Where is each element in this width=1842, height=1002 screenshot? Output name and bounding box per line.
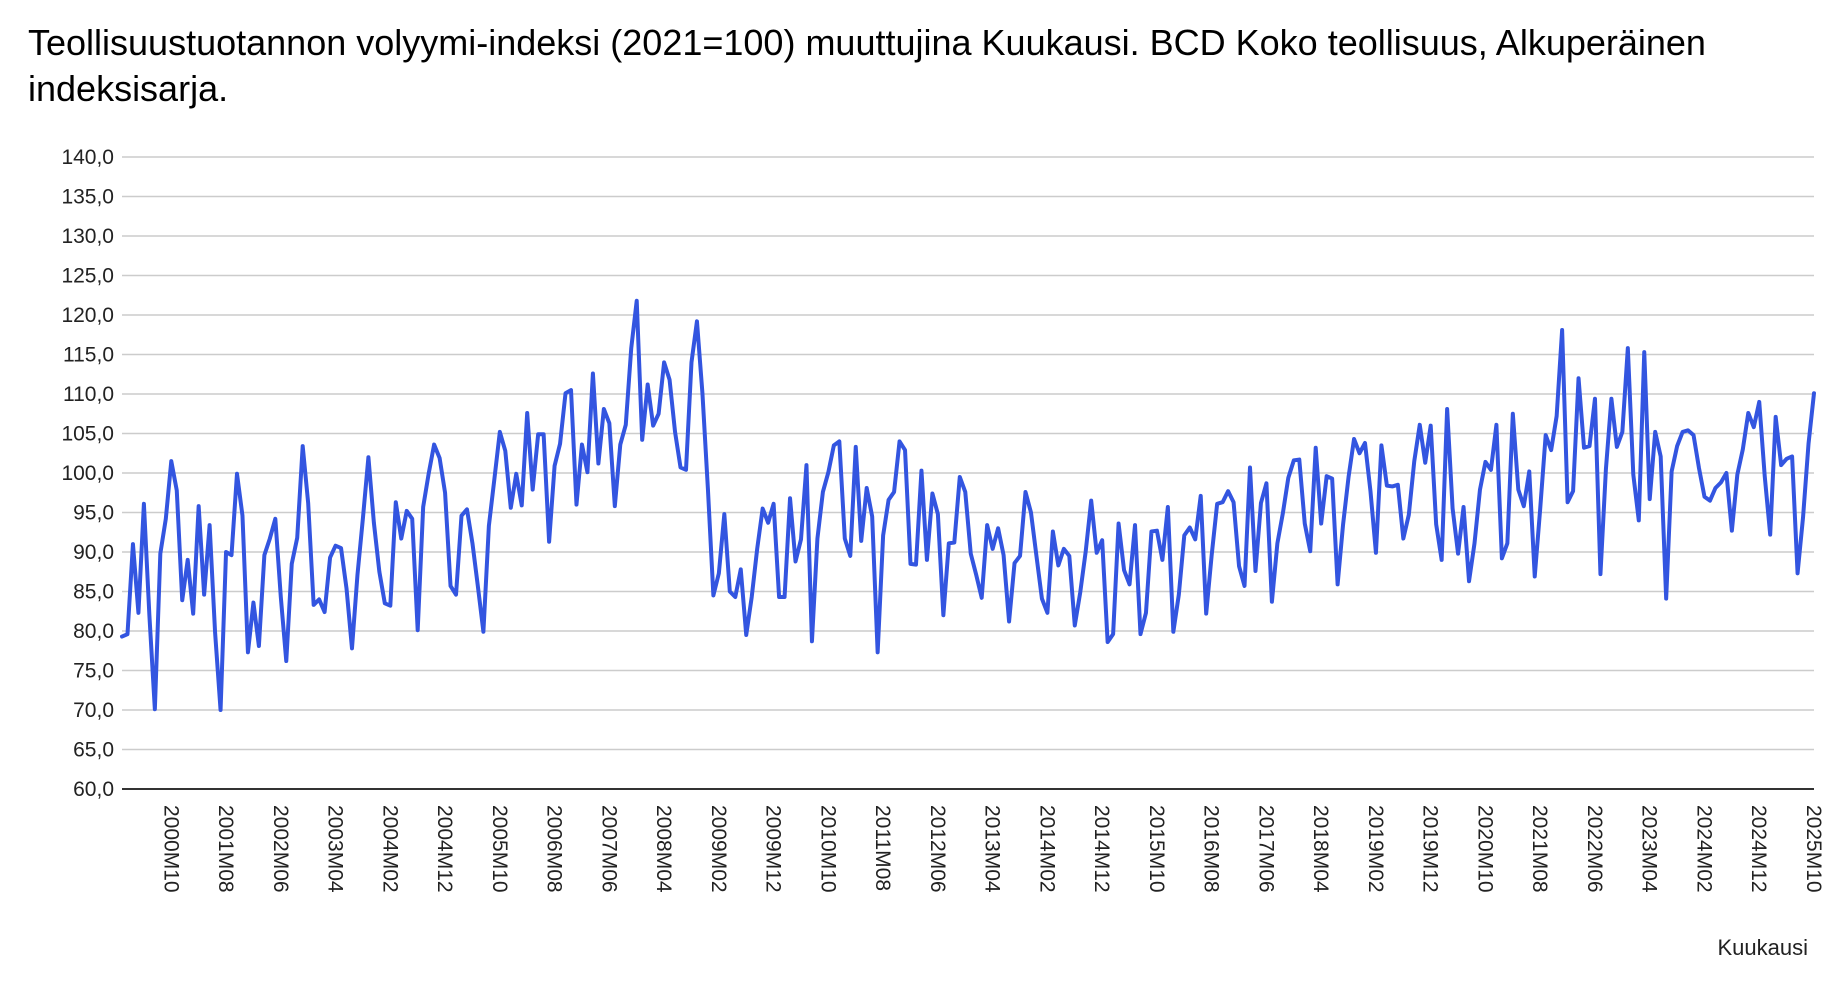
x-tick-label: 2003M04: [324, 805, 347, 893]
x-tick-label: 2022M06: [1583, 805, 1606, 893]
y-tick-label: 85,0: [73, 581, 114, 604]
y-tick-label: 140,0: [61, 146, 114, 169]
gridlines: [122, 156, 1814, 751]
x-tick-label: 2001M08: [214, 805, 237, 893]
x-axis-tick-labels: 2000M10 2001M08 2002M06 2003M04 2004M02 2004M…: [159, 805, 1825, 893]
y-tick-label: 65,0: [73, 739, 114, 762]
y-tick-label: 115,0: [63, 344, 114, 367]
x-tick-label: 2004M02: [378, 805, 401, 893]
x-tick-label: 2008M04: [652, 805, 675, 893]
x-tick-label: 2016M08: [1200, 805, 1223, 893]
y-tick-label: 100,0: [61, 462, 114, 485]
x-tick-label: 2024M12: [1747, 805, 1770, 893]
x-tick-label: 2019M02: [1364, 805, 1387, 893]
series-group: [120, 298, 1816, 712]
x-tick-label: 2024M02: [1693, 805, 1716, 893]
y-tick-label: 90,0: [73, 541, 114, 564]
x-tick-label: 2012M06: [926, 805, 949, 893]
y-tick-label: 95,0: [73, 502, 114, 525]
y-tick-label: 120,0: [61, 304, 114, 327]
y-tick-label: 110,0: [63, 383, 114, 406]
y-tick-label: 130,0: [61, 225, 114, 248]
y-tick-label: 125,0: [61, 265, 114, 288]
y-tick-label: 60,0: [73, 778, 114, 801]
x-tick-label: 2010M10: [816, 805, 839, 893]
x-tick-label: 2007M06: [597, 805, 620, 893]
x-tick-label: 2014M02: [1035, 805, 1058, 893]
x-tick-label: 2005M10: [488, 805, 511, 893]
x-tick-label: 2002M06: [269, 805, 292, 893]
x-tick-label: 2021M08: [1528, 805, 1551, 893]
x-tick-label: 2009M12: [762, 805, 785, 893]
x-tick-label: 2020M10: [1474, 805, 1497, 893]
x-tick-label: 2014M12: [1090, 805, 1113, 893]
x-tick-label: 2000M10: [159, 805, 182, 893]
x-tick-label: 2023M04: [1638, 805, 1661, 893]
y-tick-label: 75,0: [73, 660, 114, 683]
x-tick-label: 2025M10: [1802, 805, 1825, 893]
y-tick-label: 135,0: [61, 186, 114, 209]
x-tick-label: 2013M04: [981, 805, 1004, 893]
y-tick-label: 80,0: [73, 620, 114, 643]
y-axis-tick-labels: 60,0 65,0 70,0 75,0 80,0 85,0 90,0 95,0 100,0 105…: [61, 146, 114, 801]
y-tick-label: 105,0: [61, 423, 114, 446]
series-line: [120, 298, 1816, 712]
x-tick-label: 2019M12: [1419, 805, 1442, 893]
x-tick-label: 2004M12: [433, 805, 456, 893]
x-tick-label: 2015M10: [1145, 805, 1168, 893]
x-axis-title: Kuukausi: [1717, 935, 1808, 960]
x-tick-label: 2011M08: [871, 805, 894, 891]
chart-title: Teollisuustuotannon volyymi-indeksi (202…: [28, 22, 1706, 109]
x-tick-label: 2006M08: [543, 805, 566, 893]
y-tick-label: 70,0: [73, 699, 114, 722]
x-tick-label: 2009M02: [707, 805, 730, 893]
x-tick-label: 2017M06: [1254, 805, 1277, 893]
x-tick-label: 2018M04: [1309, 805, 1332, 893]
